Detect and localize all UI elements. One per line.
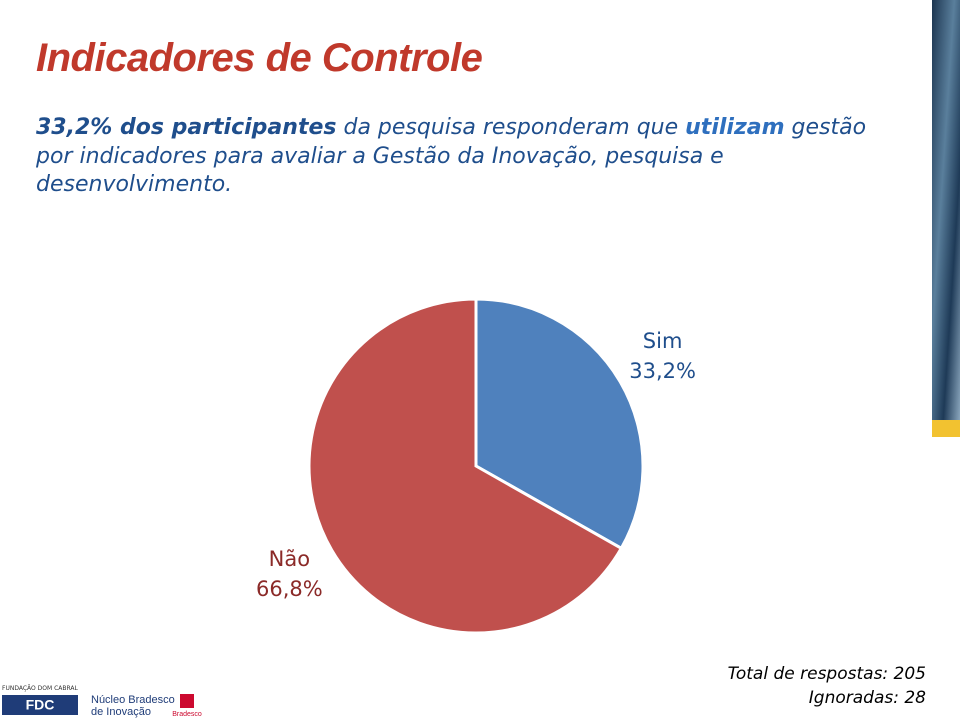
logo-icon (180, 694, 194, 708)
value-label: 33,2% (629, 359, 696, 383)
logo-text: Bradesco (172, 711, 202, 718)
text: da pesquisa responderam que (336, 115, 686, 140)
decor-block (932, 420, 960, 437)
slice-label: Não (269, 547, 310, 571)
total-responses: Total de respostas: 205 (727, 664, 926, 684)
body-text: 33,2% dos participantes da pesquisa resp… (36, 114, 896, 200)
value-label: 66,8% (256, 577, 323, 601)
slice-label: Sim (643, 329, 683, 353)
logo-text: de Inovação (91, 706, 151, 718)
ignored-responses: Ignoradas: 28 (808, 688, 926, 708)
pie-slice (307, 297, 624, 635)
logo-text: FUNDAÇÃO DOM CABRAL (2, 685, 79, 692)
highlight: utilizam (685, 115, 785, 140)
decor-strip (932, 0, 960, 420)
logo-text: FDC (26, 697, 55, 713)
slide-title: Indicadores de Controle (36, 36, 483, 80)
text: gestão por indicadores para avaliar a Ge… (36, 115, 867, 198)
logo-box (2, 695, 78, 715)
logo-text: Núcleo Bradesco (91, 694, 175, 706)
pie-slice (474, 297, 645, 551)
logo-fdc: FUNDAÇÃO DOM CABRAL FDC Núcleo Bradesco … (2, 685, 202, 718)
highlight: 33,2% dos participantes (36, 115, 337, 140)
